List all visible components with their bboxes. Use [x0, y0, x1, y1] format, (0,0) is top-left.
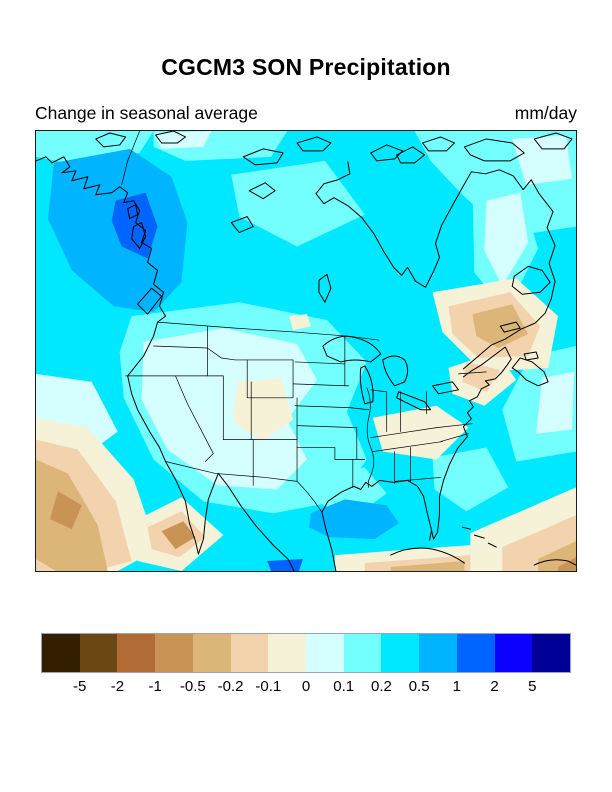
colorbar-segment [381, 634, 420, 672]
colorbar-tick-label: -5 [73, 678, 87, 695]
colorbar-segment [117, 634, 156, 672]
state-borders [121, 131, 487, 513]
lake-erie-outline [396, 391, 432, 411]
lake-ontario-outline [432, 381, 459, 395]
colorbar-tick-label: 0.2 [370, 678, 392, 695]
hispaniola-coast [533, 559, 576, 566]
colorbar [41, 633, 571, 673]
subtitle-row: Change in seasonal average mm/day [35, 103, 577, 125]
colorbar-segment [532, 634, 571, 672]
colorbar-tick-label: 2 [490, 678, 499, 695]
cuba-coast [390, 547, 465, 564]
colorbar-segment [268, 634, 307, 672]
colorbar-ticks: -5 -2 -1 -0.5 -0.2 -0.1 0 0.1 0.2 0.5 1 2 5 [42, 678, 570, 698]
colorbar-tick-label: 1 [452, 678, 462, 695]
colorbar-tick-label: 0.5 [408, 678, 430, 695]
colorbar-segment [306, 634, 344, 672]
lake-superior-outline [322, 335, 382, 363]
precipitation-map-svg [36, 131, 576, 571]
colorbar-segment [79, 634, 118, 672]
colorbar-tick-label: -0.1 [255, 678, 282, 695]
colorbar-segment [155, 634, 193, 672]
colorbar-segment [230, 634, 269, 672]
precipitation-map [35, 130, 577, 572]
colorbar-segment [456, 634, 495, 672]
colorbar-tick-label: -0.2 [217, 678, 244, 695]
colorbar-segment [343, 634, 382, 672]
colorbar-tick-label: 5 [528, 678, 537, 695]
units-label: mm/day [514, 103, 577, 123]
lake-michigan-outline [359, 365, 374, 405]
lake-huron-outline [382, 355, 409, 387]
colorbar-segment [42, 634, 80, 672]
colorbar-tick-label: 0 [301, 678, 311, 695]
contour-gulf-wet [308, 499, 399, 540]
colorbar-tick-label: -1 [148, 678, 162, 695]
colorbar-tick-label: -2 [110, 678, 125, 695]
colorbar-tick-label: 0.1 [333, 678, 355, 695]
colorbar-segment [192, 634, 231, 672]
colorbar-tick-label: -0.5 [179, 678, 206, 695]
figure-title: CGCM3 SON Precipitation [161, 54, 451, 80]
contour-level-dark-tan [49, 491, 576, 571]
bahamas [461, 526, 497, 548]
colorbar-segment [494, 634, 533, 672]
coastlines [36, 131, 576, 571]
colorbar-segment [419, 634, 457, 672]
subtitle-left: Change in seasonal average [35, 103, 258, 123]
